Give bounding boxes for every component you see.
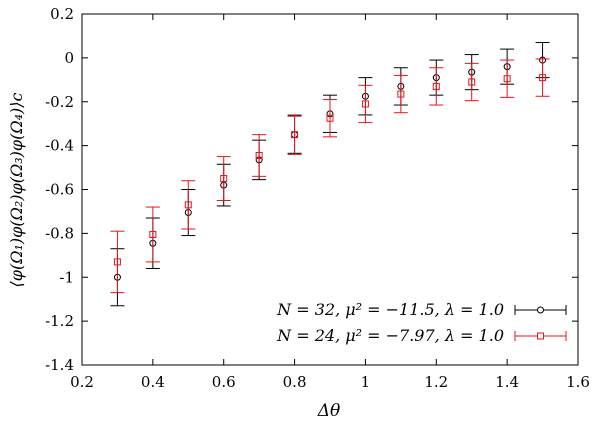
y-tick-label: -1 [59, 268, 74, 286]
x-tick-label: 1.6 [566, 373, 590, 391]
data-point [220, 175, 228, 183]
data-point [432, 82, 440, 90]
legend-entry-2: N = 24, μ² = −7.97, λ = 1.0 [276, 326, 567, 345]
x-tick-label: 0.4 [141, 373, 165, 391]
data-point [361, 100, 369, 108]
data-point [468, 78, 476, 86]
x-tick-label: 0.2 [70, 373, 94, 391]
series-1 [110, 42, 550, 307]
data-point [397, 90, 405, 98]
data-point [149, 230, 157, 238]
legend-label: N = 32, μ² = −11.5, λ = 1.0 [276, 300, 504, 319]
legend-label: N = 24, μ² = −7.97, λ = 1.0 [276, 326, 504, 345]
y-tick-label: -1.2 [45, 312, 74, 330]
x-axis-label: Δθ [317, 401, 341, 421]
x-tick-label: 1.4 [495, 373, 519, 391]
data-point [326, 114, 334, 122]
legend-marker [537, 332, 544, 340]
y-tick-label: 0 [64, 49, 74, 67]
data-point [539, 74, 547, 82]
series-2 [110, 58, 550, 294]
y-tick-label: -0.4 [45, 137, 74, 155]
data-point [255, 151, 263, 159]
data-point [184, 201, 192, 209]
y-tick-label: -1.4 [45, 356, 74, 374]
x-tick-label: 0.6 [212, 373, 236, 391]
data-point [291, 131, 299, 139]
legend-marker [537, 306, 544, 314]
data-point [113, 258, 121, 266]
x-tick-label: 0.8 [283, 373, 307, 391]
x-tick-label: 1.2 [424, 373, 448, 391]
y-tick-label: -0.6 [45, 181, 74, 199]
data-point [503, 75, 511, 83]
y-tick-label: -0.2 [45, 93, 74, 111]
y-tick-label: -0.8 [45, 224, 74, 242]
legend-entry-1: N = 32, μ² = −11.5, λ = 1.0 [276, 300, 567, 319]
y-tick-label: 0.2 [50, 5, 74, 23]
x-tick-label: 1 [361, 373, 371, 391]
y-axis-label: ⟨φ(Ω₁)φ(Ω₂)φ(Ω₃)φ(Ω₄)⟩c [7, 93, 26, 288]
